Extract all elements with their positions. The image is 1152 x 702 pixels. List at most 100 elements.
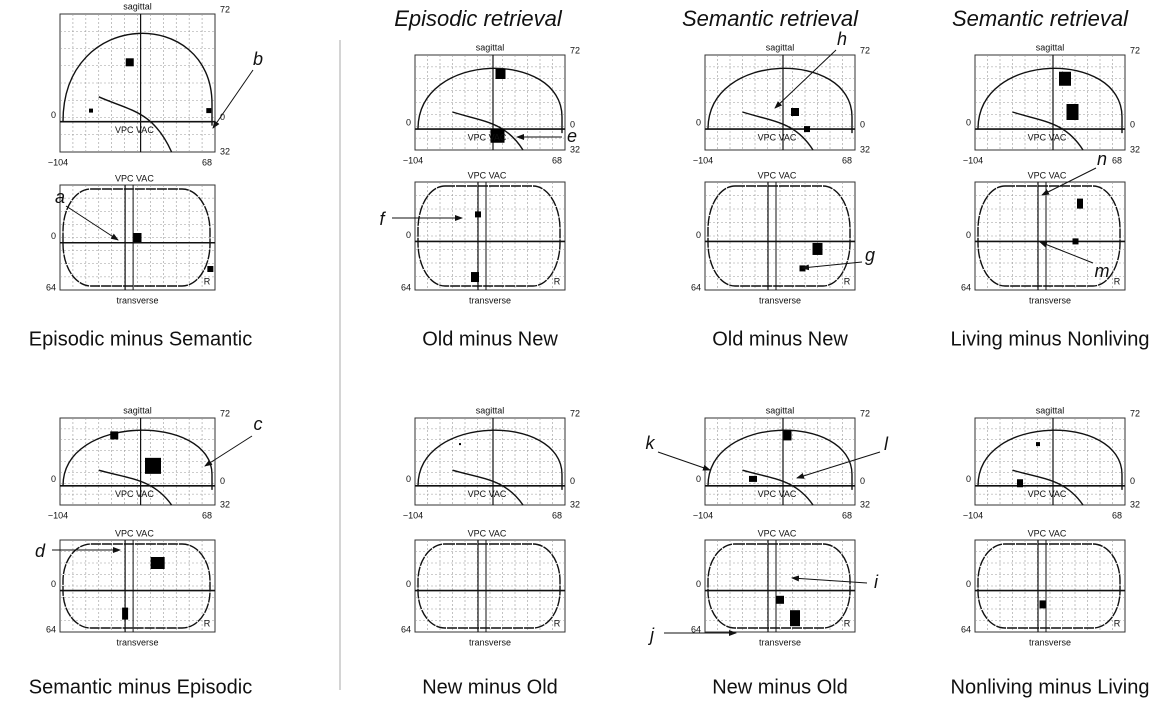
region-label: h [837, 29, 847, 49]
axis-label: 68 [202, 157, 212, 167]
axis-label: −104 [693, 155, 713, 165]
axis-label: −104 [963, 155, 983, 165]
axis-label: 0 [570, 119, 575, 129]
brain-outline [62, 188, 211, 287]
axis-label: 32 [1130, 499, 1140, 509]
activation-blob [790, 610, 800, 627]
axis-label: 72 [570, 45, 580, 55]
axis-label: 72 [860, 45, 870, 55]
activation-blob [495, 69, 506, 79]
axis-label: R [554, 618, 561, 628]
region-label: e [567, 126, 577, 146]
axis-label: VPC VAC [758, 132, 797, 142]
brain-outline [707, 185, 851, 287]
activation-blob [206, 108, 212, 114]
axis-label: 0 [1130, 119, 1135, 129]
activation-blob [812, 242, 823, 255]
axis-label: VPC VAC [468, 528, 507, 538]
axis-label: VPC VAC [758, 528, 797, 538]
region-label: c [254, 414, 263, 434]
axis-label: VPC VAC [1028, 132, 1067, 142]
axis-label: 0 [51, 231, 56, 241]
axis-label: 68 [842, 155, 852, 165]
brain-outline [417, 185, 561, 287]
axis-label: 32 [1130, 144, 1140, 154]
panel-caption: Old minus New [422, 328, 558, 350]
axis-label: R [204, 618, 211, 628]
brain-outline [977, 429, 1123, 506]
axis-label: R [844, 618, 851, 628]
axis-label: 32 [860, 144, 870, 154]
region-label: b [253, 49, 263, 69]
arrow [657, 451, 711, 471]
brain-outline [417, 67, 563, 151]
axis-label: sagittal [123, 1, 152, 11]
column-header: Semantic retrieval [952, 6, 1129, 31]
axis-label: transverse [1029, 295, 1071, 305]
axis-label: sagittal [1036, 42, 1065, 52]
activation-blob [471, 272, 479, 283]
arrow [774, 49, 837, 109]
axis-label: sagittal [766, 405, 795, 415]
axis-label: 72 [860, 408, 870, 418]
brain-outline [977, 543, 1121, 629]
axis-label: 0 [570, 476, 575, 486]
axis-label: VPC VAC [1028, 489, 1067, 499]
axis-label: VPC VAC [468, 489, 507, 499]
axis-label: 72 [1130, 408, 1140, 418]
axis-label: −104 [403, 510, 423, 520]
axis-label: transverse [759, 637, 801, 647]
axis-label: 68 [1112, 155, 1122, 165]
activation-blob [804, 126, 810, 133]
region-label: m [1095, 261, 1110, 281]
arrow [801, 261, 863, 271]
axis-label: 64 [46, 624, 56, 634]
axis-label: 72 [220, 408, 230, 418]
axis-label: 64 [46, 282, 56, 292]
activation-blob [1059, 71, 1071, 86]
axis-label: 0 [51, 474, 56, 484]
arrow [796, 451, 881, 479]
axis-label: 0 [406, 579, 411, 589]
axis-label: 0 [51, 579, 56, 589]
axis-label: 64 [401, 282, 411, 292]
arrow [212, 69, 254, 129]
axis-label: 32 [220, 499, 230, 509]
axis-label: sagittal [476, 405, 505, 415]
axis-label: sagittal [766, 42, 795, 52]
brain-outline [977, 67, 1123, 151]
axis-label: 64 [401, 624, 411, 634]
panel-caption: New minus Old [712, 676, 848, 698]
brain-outline [62, 32, 213, 153]
axis-label: 0 [406, 230, 411, 240]
axis-label: sagittal [1036, 405, 1065, 415]
brain-outline [707, 543, 851, 629]
activation-blob [145, 457, 161, 474]
column-header: Episodic retrieval [394, 6, 563, 31]
axis-label: 72 [570, 408, 580, 418]
axis-label: 68 [1112, 510, 1122, 520]
arrow [65, 205, 119, 241]
brain-outline [977, 185, 1121, 287]
axis-label: −104 [693, 510, 713, 520]
panel-caption: Nonliving minus Living [951, 676, 1150, 698]
arrow [1039, 241, 1094, 264]
axis-label: 64 [961, 282, 971, 292]
axis-label: 68 [552, 155, 562, 165]
axis-label: VPC VAC [1028, 170, 1067, 180]
region-label: d [35, 541, 46, 561]
region-label: j [647, 625, 655, 645]
axis-label: VPC VAC [758, 489, 797, 499]
axis-label: VPC VAC [115, 125, 154, 135]
axis-label: 64 [691, 282, 701, 292]
activation-blob [490, 128, 505, 143]
axis-label: VPC VAC [115, 528, 154, 538]
axis-label: R [844, 276, 851, 286]
axis-label: 32 [570, 144, 580, 154]
axis-label: transverse [116, 295, 158, 305]
region-label: i [874, 572, 879, 592]
axis-label: 72 [1130, 45, 1140, 55]
axis-label: 0 [220, 476, 225, 486]
panel-caption: Living minus Nonliving [951, 328, 1150, 350]
